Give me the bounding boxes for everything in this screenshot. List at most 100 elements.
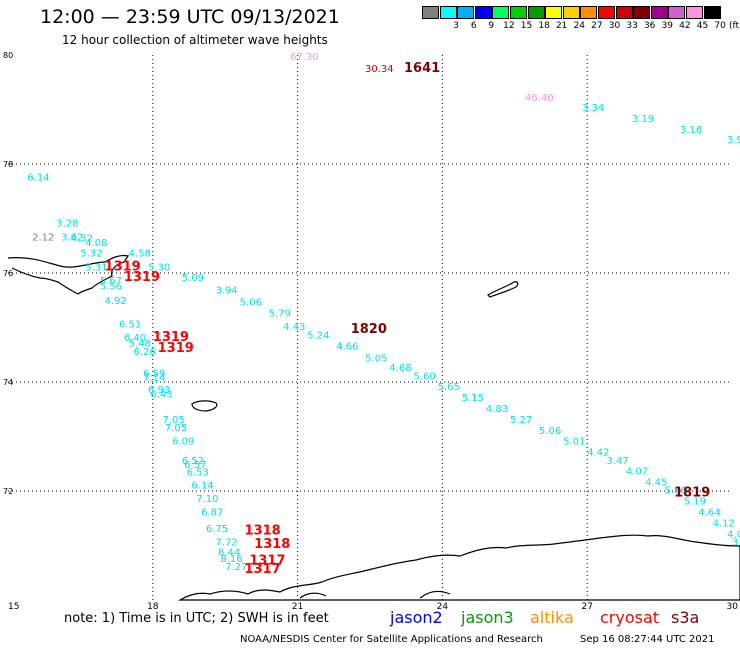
legend-swatch bbox=[474, 6, 492, 19]
wave-height-label: 4.01 bbox=[727, 529, 740, 540]
legend-swatch bbox=[422, 6, 439, 19]
wave-height-label: 6.43 bbox=[150, 389, 172, 400]
satellite-cryosat: cryosat bbox=[600, 608, 660, 627]
wave-height-label: 6.09 bbox=[172, 437, 194, 448]
footnote: note: 1) Time is in UTC; 2) SWH is in fe… bbox=[64, 611, 329, 626]
x-tick-label: 21 bbox=[292, 602, 303, 612]
legend-swatch bbox=[615, 6, 633, 19]
x-tick-label: 30 bbox=[727, 602, 739, 612]
wave-height-label: 3.9 bbox=[727, 135, 740, 146]
lat-lon-grid bbox=[8, 55, 732, 600]
wave-height-label: 6.93 bbox=[148, 385, 170, 396]
wave-height-label: 67.30 bbox=[290, 52, 319, 63]
wave-height-marks: 3.34 3.19 3.16 3.9 6.14 3.28 3.624.324.08 4.58 5… bbox=[27, 52, 740, 577]
pass-time-label: 1317 bbox=[249, 554, 285, 569]
legend-bin-label: 27 bbox=[591, 21, 603, 31]
pass-time-label: 1319 bbox=[158, 341, 194, 356]
pass-time-label: 1319 bbox=[153, 330, 189, 345]
wave-height-label: 4.12 bbox=[713, 518, 735, 529]
wave-height-label: 3.16 bbox=[680, 125, 702, 136]
legend-swatch bbox=[527, 6, 545, 19]
legend-bin-label: 15 bbox=[520, 21, 533, 31]
legend-bin-label: 39 bbox=[661, 21, 674, 31]
legend-bin-label: 70 bbox=[714, 21, 726, 31]
wave-height-label: 7.05 bbox=[162, 415, 184, 426]
pass-time-label: 1819 bbox=[674, 485, 710, 500]
wave-height-label: 5.56 bbox=[100, 281, 122, 292]
wave-height-label: 4.83 bbox=[486, 404, 508, 415]
wave-height-label: 5.32 bbox=[80, 249, 102, 260]
wave-height-label: 6.14 bbox=[27, 172, 49, 183]
wave-height-label: 2.12 bbox=[32, 232, 54, 243]
wave-height-label: 6.87 bbox=[201, 508, 223, 519]
wave-height-label: 3.94 bbox=[216, 286, 238, 297]
wave-height-label: 4.58 bbox=[129, 249, 151, 260]
wave-height-label: 5.09 bbox=[182, 273, 204, 284]
wave-height-label: 3.34 bbox=[582, 103, 604, 114]
legend-bin-label: 3 bbox=[453, 21, 459, 31]
wave-height-label: 4.92 bbox=[105, 296, 127, 307]
legend-swatch bbox=[457, 6, 475, 19]
wave-height-label: 4.64 bbox=[698, 508, 720, 519]
wave-height-label: 7.10 bbox=[196, 494, 218, 505]
wave-height-label: 3.62 bbox=[61, 232, 83, 243]
legend-unit: (ft) bbox=[729, 21, 740, 31]
wave-height-label: 4.08 bbox=[85, 238, 107, 249]
pass-time-label: 1641 bbox=[404, 61, 440, 76]
wave-height-label: 7.72 bbox=[216, 538, 238, 549]
wave-height-label: 46.40 bbox=[525, 93, 554, 104]
wave-height-label: 6.26 bbox=[133, 347, 155, 358]
legend-swatch bbox=[686, 6, 703, 19]
legend-bin-label: 9 bbox=[488, 21, 495, 31]
wave-height-label: 5.19 bbox=[684, 497, 706, 508]
axis-tick-labels: 15 18 21 24 27 30 72 74 76 78 80 bbox=[3, 51, 738, 612]
legend-swatch bbox=[633, 6, 651, 19]
wave-height-label: 7.05 bbox=[165, 423, 187, 434]
x-tick-label: 18 bbox=[147, 602, 159, 612]
pass-time-label: 1318 bbox=[245, 524, 281, 539]
wave-height-label: 3.47 bbox=[607, 456, 629, 467]
wave-height-label: 6.40 bbox=[124, 333, 146, 344]
wave-height-label: 6.75 bbox=[206, 524, 228, 535]
wave-height-label: 5.60 bbox=[413, 371, 435, 382]
updated-timestamp: Sep 16 08:27:44 UTC 2021 bbox=[580, 634, 715, 645]
legend-swatch bbox=[703, 6, 721, 19]
wave-height-label: 3.7 bbox=[732, 538, 740, 549]
wave-height-label: 3.28 bbox=[56, 219, 78, 230]
y-tick-label: 80 bbox=[3, 51, 13, 60]
legend-bin-label: 33 bbox=[626, 21, 638, 31]
wave-height-label: 5.67 bbox=[100, 276, 122, 287]
wave-height-label: 6.57 bbox=[184, 460, 206, 471]
y-tick-label: 74 bbox=[3, 378, 13, 387]
legend-swatch bbox=[510, 6, 527, 19]
credit-line: NOAA/NESDIS Center for Satellite Applica… bbox=[240, 634, 543, 645]
satellite-altika: altika bbox=[530, 608, 574, 627]
legend-bin-label: 6 bbox=[470, 21, 477, 31]
satellite-s3a: s3a bbox=[671, 608, 700, 627]
wave-height-label: 30.34 bbox=[365, 64, 394, 75]
pass-time-label: 1319 bbox=[124, 270, 160, 285]
wave-height-label: 6.52 bbox=[182, 456, 204, 467]
legend-swatch bbox=[492, 6, 510, 19]
legend-bin-label: 45 bbox=[696, 21, 709, 31]
wave-height-label: 6.14 bbox=[191, 480, 213, 491]
page-title: 12:00 — 23:59 UTC 09/13/2021 bbox=[40, 6, 340, 28]
wave-height-label: 7.14 bbox=[143, 373, 165, 384]
wave-height-label: 7.27 bbox=[225, 562, 247, 573]
wave-height-label: 8.44 bbox=[218, 547, 240, 558]
wave-height-label: 5.01 bbox=[563, 437, 585, 448]
pass-time-label: 1319 bbox=[105, 259, 141, 274]
y-tick-label: 78 bbox=[3, 160, 13, 169]
wave-height-label: 5.31 bbox=[85, 262, 107, 273]
wave-height-label: 5.30 bbox=[148, 262, 170, 273]
x-tick-label: 27 bbox=[581, 602, 592, 612]
wave-height-label: 5.79 bbox=[269, 309, 291, 320]
wave-height-label: 5.65 bbox=[438, 382, 460, 393]
wave-height-label: 5.06 bbox=[539, 426, 561, 437]
wave-height-label: 4.43 bbox=[283, 322, 305, 333]
legend-swatch bbox=[562, 6, 580, 19]
wave-height-label: 3.19 bbox=[632, 114, 654, 125]
satellite-jason2: jason2 bbox=[390, 608, 443, 627]
legend-swatch bbox=[545, 6, 563, 19]
